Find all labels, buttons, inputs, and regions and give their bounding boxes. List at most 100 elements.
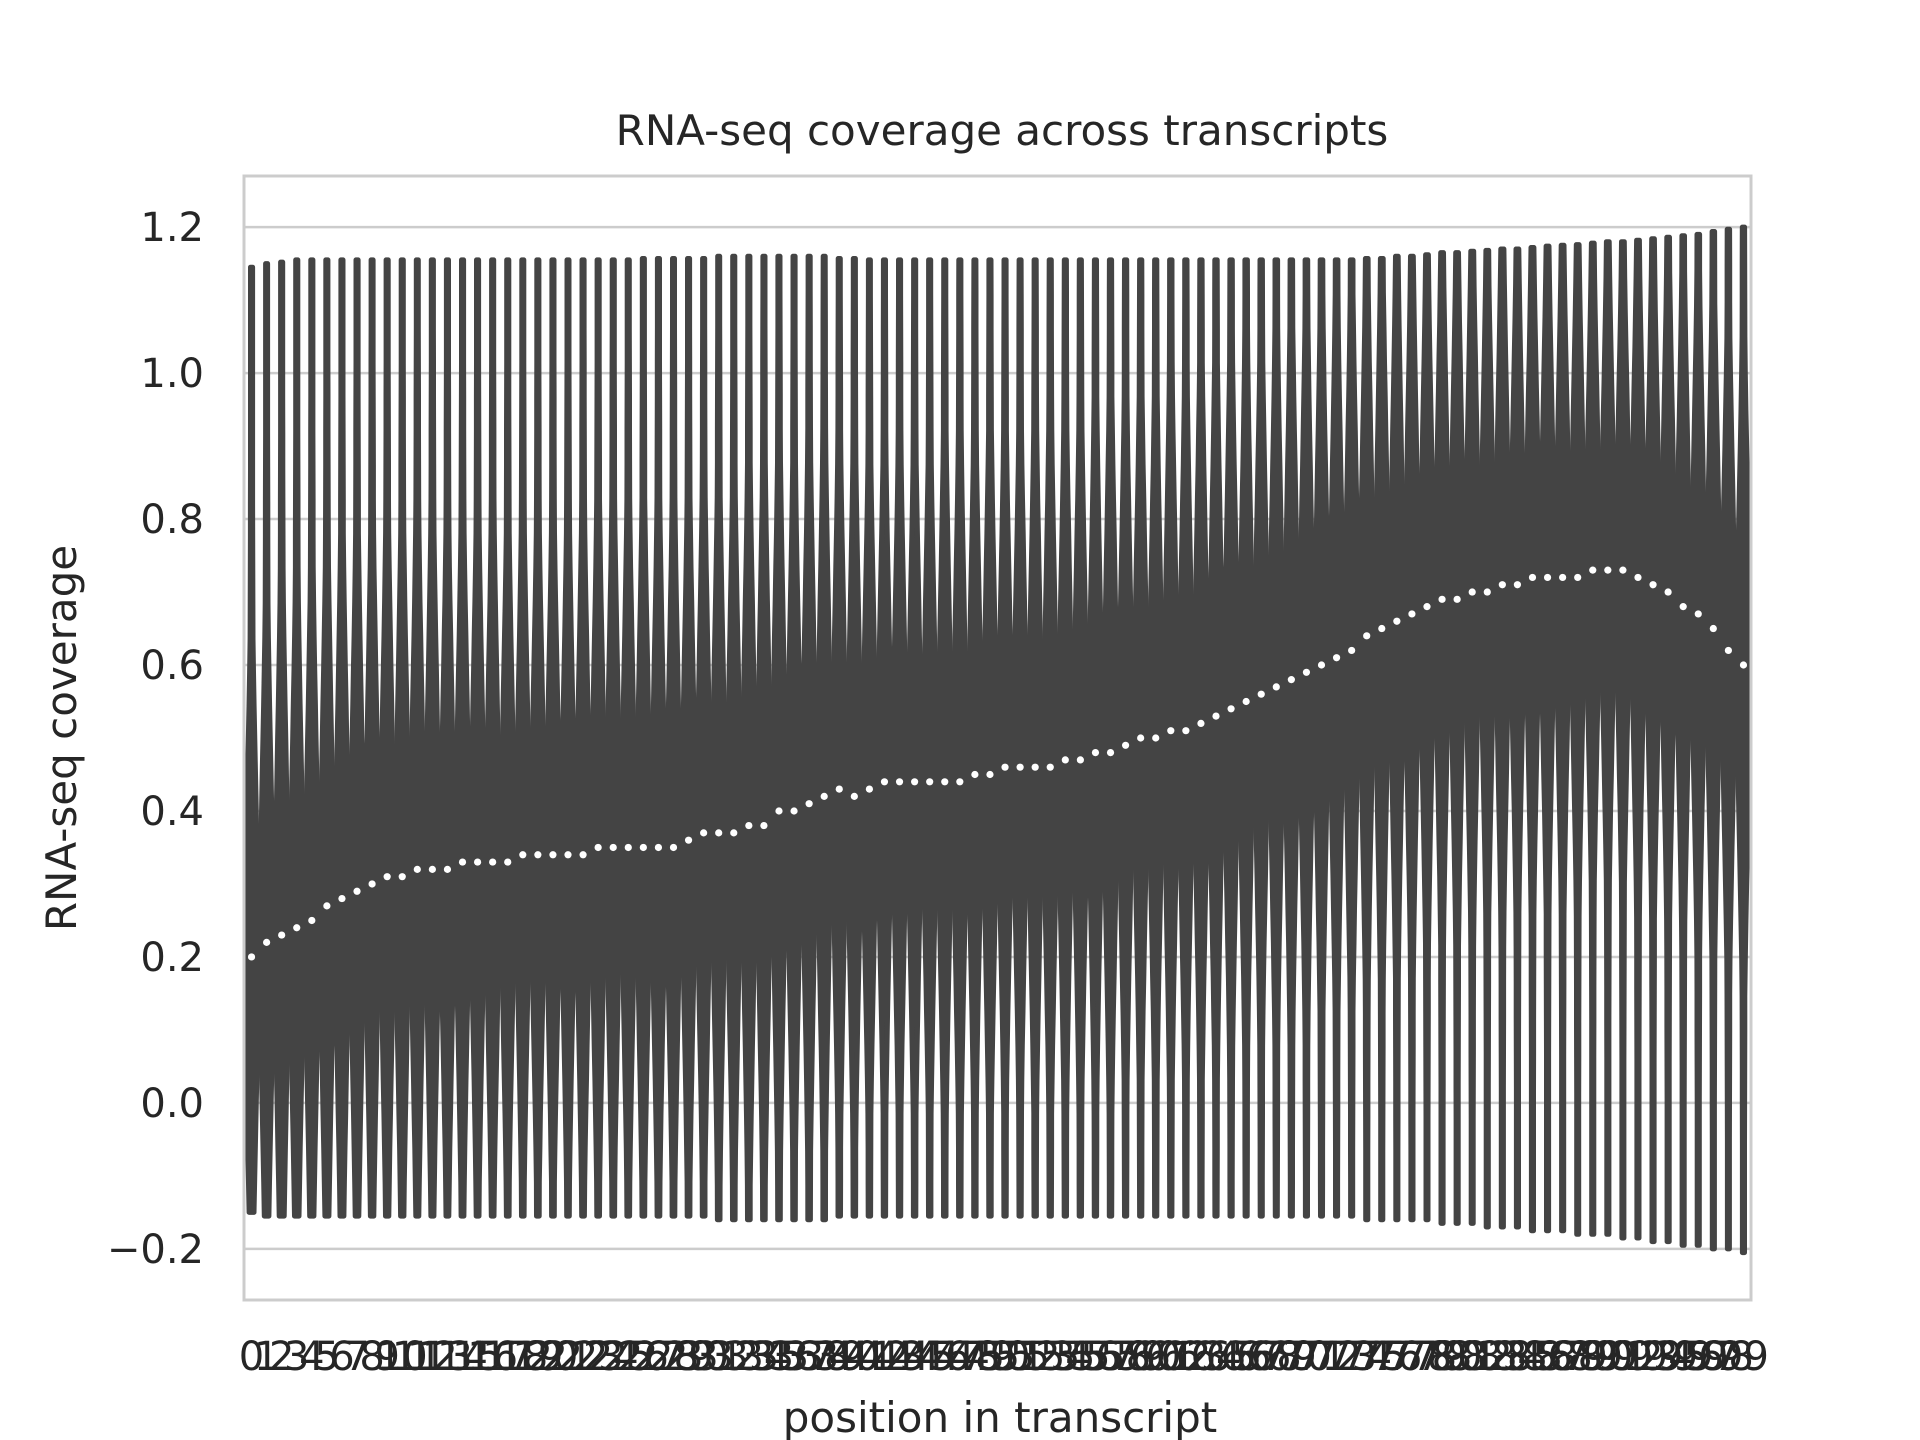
median-dot [805, 800, 813, 808]
median-dot [308, 916, 316, 925]
violin-body [815, 253, 834, 1223]
x-tick-label: 2 [269, 1334, 294, 1380]
median-dot [1227, 705, 1235, 713]
x-tick-label: 26 [618, 1334, 669, 1380]
violin-body [845, 256, 864, 1219]
median-dot [1001, 763, 1009, 771]
violin-body [1101, 257, 1120, 1219]
x-tick-label: 27 [633, 1334, 684, 1380]
violin-body [1478, 247, 1497, 1230]
x-tick-label: 28 [648, 1334, 699, 1380]
x-tick-label: 24 [588, 1334, 639, 1380]
x-tick-label: 58 [1100, 1334, 1151, 1380]
x-tick-label: 8 [359, 1334, 384, 1380]
violin-body [860, 257, 879, 1219]
violin-body [333, 257, 351, 1219]
median-dot [1257, 690, 1265, 698]
median-dot [1317, 661, 1326, 669]
x-tick-label: 56 [1070, 1334, 1121, 1380]
x-tick-label: 44 [889, 1334, 940, 1380]
median-dot [1528, 573, 1537, 582]
median-dot [1438, 595, 1446, 603]
x-tick-label: 34 [738, 1334, 789, 1380]
median-dot [850, 792, 858, 800]
violin-body [589, 257, 608, 1219]
violin-body [875, 257, 894, 1219]
x-tick-label: 79 [1417, 1334, 1468, 1380]
median-dot [1031, 763, 1039, 771]
x-tick-label: 21 [543, 1334, 594, 1380]
median-dot [1167, 727, 1175, 735]
median-dot [1182, 727, 1190, 735]
violin-body [905, 257, 924, 1219]
x-tick-label: 45 [904, 1334, 955, 1380]
median-dot [1242, 697, 1250, 706]
median-dot [1543, 573, 1552, 582]
violin-body [965, 257, 984, 1219]
x-tick-label: 87 [1537, 1334, 1588, 1380]
violin-body [363, 257, 382, 1219]
median-dot [880, 778, 889, 786]
x-tick-label: 49 [965, 1334, 1016, 1380]
violin-body [996, 257, 1014, 1219]
median-dot [1137, 734, 1145, 742]
x-tick-label: 36 [769, 1334, 820, 1380]
median-dot [1589, 566, 1597, 574]
x-tick-label: 67 [1236, 1334, 1287, 1380]
y-tick-label: 0.4 [140, 789, 204, 835]
violin-body [1267, 257, 1286, 1219]
x-tick-label: 64 [1191, 1334, 1242, 1380]
median-dot [790, 807, 798, 815]
median-dot [1468, 588, 1476, 596]
y-tick-label: 0.0 [140, 1081, 204, 1127]
x-tick-label: 88 [1552, 1334, 1603, 1380]
median-dot [338, 894, 346, 903]
median-dot [323, 902, 331, 910]
violin-body [408, 257, 427, 1219]
violin-body [1207, 257, 1225, 1219]
violin-body [1674, 233, 1693, 1248]
violin-body [1011, 257, 1030, 1219]
violin-body [920, 257, 939, 1219]
x-tick-label: 96 [1673, 1334, 1724, 1380]
x-tick-label: 0 [239, 1334, 264, 1380]
median-dot [458, 858, 467, 866]
violin-body [1734, 224, 1753, 1256]
x-tick-label: 86 [1522, 1334, 1573, 1380]
violin-body [1372, 256, 1391, 1223]
violin-body [317, 257, 336, 1219]
median-dot [624, 843, 632, 852]
median-dot [911, 778, 919, 786]
x-tick-label: 85 [1507, 1334, 1558, 1380]
median-dot [1649, 581, 1657, 589]
x-tick-label: 16 [467, 1334, 518, 1380]
violin-body [664, 256, 683, 1219]
chart-title: RNA-seq coverage across transcripts [616, 106, 1389, 155]
violin-body [649, 256, 668, 1219]
median-dot [564, 851, 572, 859]
violin-body [1689, 231, 1708, 1248]
x-tick-label: 52 [1010, 1334, 1061, 1380]
median-dot [1453, 595, 1461, 603]
median-dot [775, 807, 783, 815]
violin-body [1041, 257, 1060, 1219]
median-dot [1559, 573, 1567, 582]
violin-body [785, 253, 803, 1223]
median-dot [1061, 756, 1069, 764]
violin-body [528, 257, 547, 1219]
violin-body [1192, 257, 1210, 1219]
violin-body [242, 264, 261, 1215]
violin-body [724, 253, 743, 1223]
violin-body [498, 257, 517, 1219]
y-tick-label: −0.2 [107, 1227, 204, 1273]
median-dot [669, 843, 678, 852]
x-tick-label: 70 [1281, 1334, 1332, 1380]
violin-body [1387, 253, 1406, 1223]
violin-body [438, 257, 457, 1219]
y-tick-label: 1.2 [140, 205, 204, 251]
median-dot [654, 843, 663, 852]
violin-body [559, 257, 577, 1219]
median-dot [1348, 646, 1356, 655]
median-dot [534, 851, 542, 859]
